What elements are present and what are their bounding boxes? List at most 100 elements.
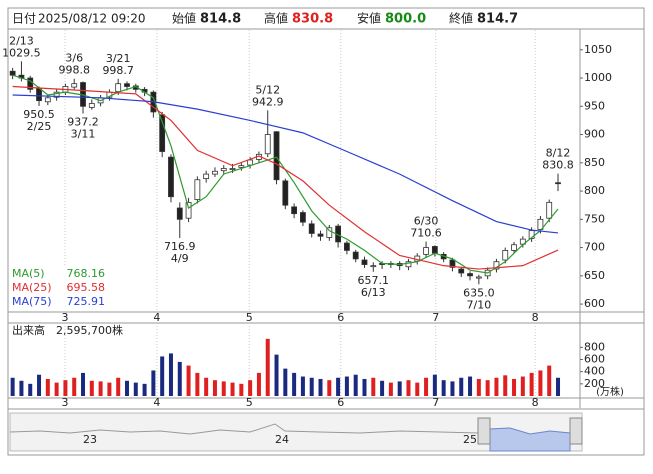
header-label: 始値 <box>172 11 196 26</box>
volume-bar <box>415 382 420 396</box>
volume-bar <box>397 381 402 396</box>
annotation-date: 3/11 <box>71 128 96 141</box>
annotation-date: 3/21 <box>106 52 131 65</box>
y-tick-label: 900 <box>584 128 605 141</box>
candle-body <box>449 259 456 268</box>
header-label: 終値 <box>449 11 473 26</box>
x-tick-label: 8 <box>532 396 539 409</box>
annotation-price: 998.7 <box>102 64 134 77</box>
y-tick-label: 1000 <box>584 71 612 84</box>
volume-bar <box>485 380 490 396</box>
volume-bar <box>177 361 182 396</box>
navigator-handle[interactable] <box>477 417 491 445</box>
volume-bar <box>72 377 77 396</box>
candle-body <box>546 201 553 219</box>
volume-bar <box>239 383 244 396</box>
y-tick-label: 400 <box>584 365 605 378</box>
y-tick-label: 600 <box>584 297 605 310</box>
volume-bar <box>45 378 50 396</box>
header-date: 2025/08/12 09:20 <box>38 12 146 26</box>
volume-bar <box>406 380 411 396</box>
volume-bar <box>424 377 429 396</box>
candle-body <box>458 268 465 274</box>
annotation-price: 950.5 <box>23 108 55 121</box>
volume-total: 2,595,700株 <box>56 323 123 337</box>
volume-bar <box>476 378 481 396</box>
candle-body <box>511 244 517 251</box>
volume-bar <box>230 382 235 396</box>
annotation-date: 5/12 <box>255 83 280 96</box>
annotation-date: 4/9 <box>171 252 189 265</box>
y-tick-label: 750 <box>584 212 605 225</box>
candle-body <box>53 91 60 98</box>
volume-bar <box>547 365 552 396</box>
volume-unit: (万株) <box>596 385 624 398</box>
candle-body <box>405 261 412 268</box>
x-tick-label: 6 <box>337 396 344 409</box>
candle-body <box>44 97 51 103</box>
volume-bar <box>318 378 323 396</box>
volume-bar <box>107 382 112 396</box>
volume-bar <box>265 338 270 396</box>
annotation-price: 710.6 <box>410 227 442 240</box>
legend-value: 768.16 <box>67 267 106 280</box>
volume-bar <box>54 382 59 396</box>
volume-bar <box>432 374 437 396</box>
legend-name: MA(5) <box>12 267 45 280</box>
candle-body <box>194 179 201 200</box>
x-tick-label: 4 <box>153 311 160 324</box>
y-tick-label: 800 <box>584 184 605 197</box>
navigator-handle[interactable] <box>569 417 583 445</box>
x-tick-label: 8 <box>532 311 539 324</box>
volume-title: 出来高 <box>12 323 45 337</box>
navigator-line <box>9 423 479 435</box>
volume-bar <box>19 380 24 396</box>
annotation-date: 2/13 <box>9 34 34 47</box>
volume-bar <box>344 376 349 396</box>
annotation-date: 8/12 <box>546 147 571 160</box>
annotation-price: 635.0 <box>463 286 495 299</box>
header-label: 高値 <box>264 11 288 26</box>
navigator-window <box>489 427 571 452</box>
volume-bar <box>503 375 508 396</box>
volume-bar <box>512 378 517 396</box>
volume-bar <box>186 365 191 396</box>
volume-bar <box>529 372 534 396</box>
candle-body <box>370 265 377 268</box>
volume-label-box <box>10 325 130 337</box>
header-value: 830.8 <box>292 12 333 27</box>
volume-bar <box>98 381 103 396</box>
annotation-date: 3/6 <box>65 52 83 65</box>
y-tick-label: 600 <box>584 353 605 366</box>
y-tick-label: 200 <box>584 377 605 390</box>
candle-body <box>247 159 254 166</box>
y-tick-label: 650 <box>584 269 605 282</box>
volume-bar <box>450 381 455 396</box>
annotation-date: 2/25 <box>27 120 52 133</box>
volume-bar <box>204 377 209 396</box>
candle-body <box>27 77 34 90</box>
candle-body <box>229 168 236 170</box>
volume-bar <box>459 377 464 396</box>
candle-body <box>317 233 324 237</box>
volume-bar <box>256 372 261 396</box>
volume-bar <box>556 377 561 396</box>
candle-body <box>475 276 482 279</box>
candle-body <box>220 168 227 172</box>
candle-body <box>124 83 130 87</box>
volume-bar <box>81 372 86 396</box>
y-tick-label: 1050 <box>584 43 612 56</box>
volume-bar <box>300 376 305 396</box>
y-tick-label: 850 <box>584 156 605 169</box>
candle-body <box>291 206 298 215</box>
x-tick-label: 3 <box>61 311 68 324</box>
annotation-date: 6/30 <box>414 215 439 228</box>
candle-body <box>273 131 280 181</box>
volume-bar <box>283 368 288 396</box>
legend-name: MA(75) <box>12 295 52 308</box>
candle-body <box>71 83 78 88</box>
candle-body <box>88 103 95 108</box>
annotation-price: 1029.5 <box>2 46 41 59</box>
volume-bar <box>336 377 341 396</box>
